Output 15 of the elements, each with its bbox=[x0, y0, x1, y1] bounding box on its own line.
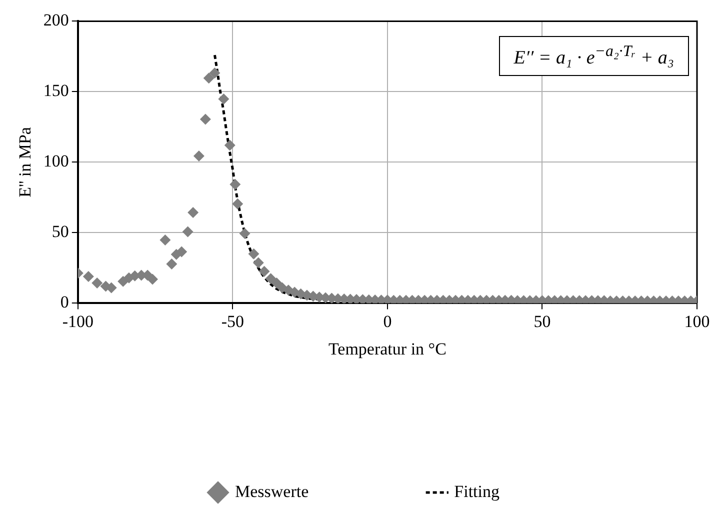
y-axis-title: E'' in MPa bbox=[16, 126, 35, 198]
y-tick-label: 150 bbox=[43, 81, 69, 100]
y-tick-label: 200 bbox=[43, 10, 69, 30]
x-axis-title: Temperatur in °C bbox=[328, 339, 446, 358]
y-tick-label: 50 bbox=[52, 222, 69, 242]
x-tick-label: 100 bbox=[684, 312, 710, 331]
legend-label: Messwerte bbox=[235, 482, 309, 501]
legend-label: Fitting bbox=[454, 482, 500, 501]
y-tick-label: 100 bbox=[43, 152, 69, 171]
x-tick-label: -100 bbox=[62, 312, 94, 331]
x-tick-label: -50 bbox=[221, 312, 244, 331]
x-tick-label: 0 bbox=[383, 312, 392, 331]
y-tick-label: 0 bbox=[60, 292, 69, 312]
x-tick-label: 50 bbox=[534, 312, 551, 331]
annotation: E′′ = a₁ · e$^{−a₂·Tᵣ}$ + a₃ bbox=[498, 36, 689, 76]
